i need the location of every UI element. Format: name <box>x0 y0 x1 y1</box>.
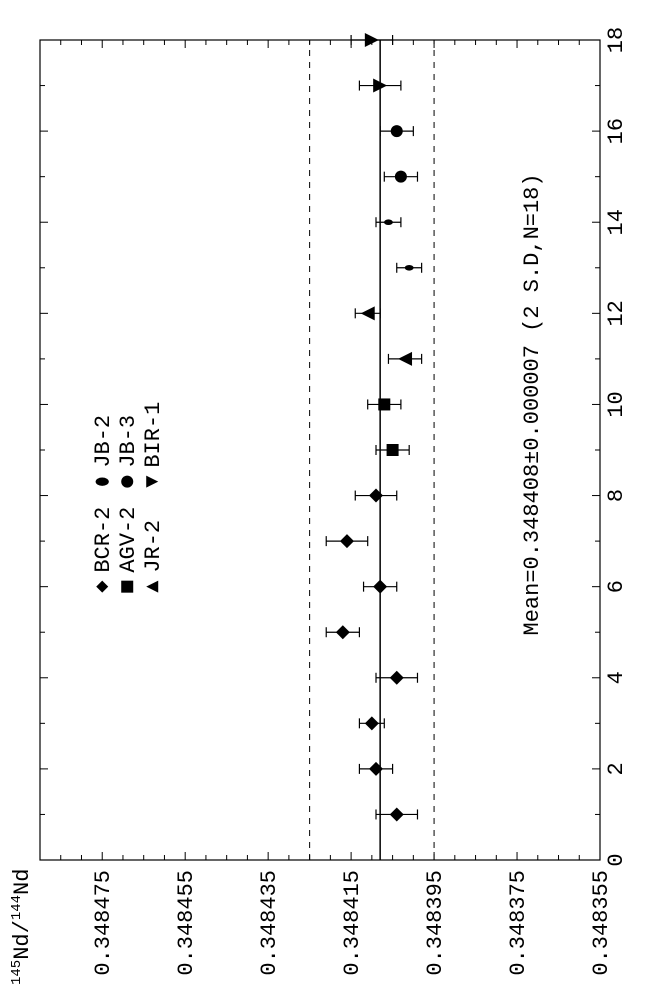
svg-text:0.348435: 0.348435 <box>257 870 282 976</box>
svg-text:14: 14 <box>604 209 629 235</box>
svg-text:0: 0 <box>604 853 629 866</box>
svg-text:18: 18 <box>604 27 629 53</box>
svg-text:0.348415: 0.348415 <box>340 870 365 976</box>
svg-text:BCR-2: BCR-2 <box>91 507 116 573</box>
svg-text:6: 6 <box>604 580 629 593</box>
chart-svg: 0 2 4 6 8 10 12 14 16 18 0.348355 0.348375 0.348395 0… <box>0 0 646 1000</box>
svg-text:10: 10 <box>604 391 629 417</box>
svg-text:145Nd/144Nd: 145Nd/144Nd <box>9 869 35 985</box>
svg-text:0.348455: 0.348455 <box>174 870 199 976</box>
svg-text:4: 4 <box>604 671 629 684</box>
svg-text:2: 2 <box>604 762 629 775</box>
chart-container: { "chart": { "type": "scatter-errorbar",… <box>0 0 646 1000</box>
svg-text:0.348375: 0.348375 <box>506 870 531 976</box>
svg-text:12: 12 <box>604 300 629 326</box>
svg-text:0.348355: 0.348355 <box>589 870 614 976</box>
svg-text:8: 8 <box>604 489 629 502</box>
svg-text:JR-2: JR-2 <box>141 520 166 573</box>
svg-text:16: 16 <box>604 118 629 144</box>
svg-text:BIR-1: BIR-1 <box>141 402 166 468</box>
svg-text:0.348395: 0.348395 <box>423 870 448 976</box>
svg-text:0.348475: 0.348475 <box>91 870 116 976</box>
svg-text:AGV-2: AGV-2 <box>116 507 141 573</box>
svg-text:JB-2: JB-2 <box>91 415 116 468</box>
svg-text:Mean=0.348408±0.000007 (2 S.D,: Mean=0.348408±0.000007 (2 S.D,N=18) <box>520 173 545 635</box>
svg-text:JB-3: JB-3 <box>116 415 141 468</box>
